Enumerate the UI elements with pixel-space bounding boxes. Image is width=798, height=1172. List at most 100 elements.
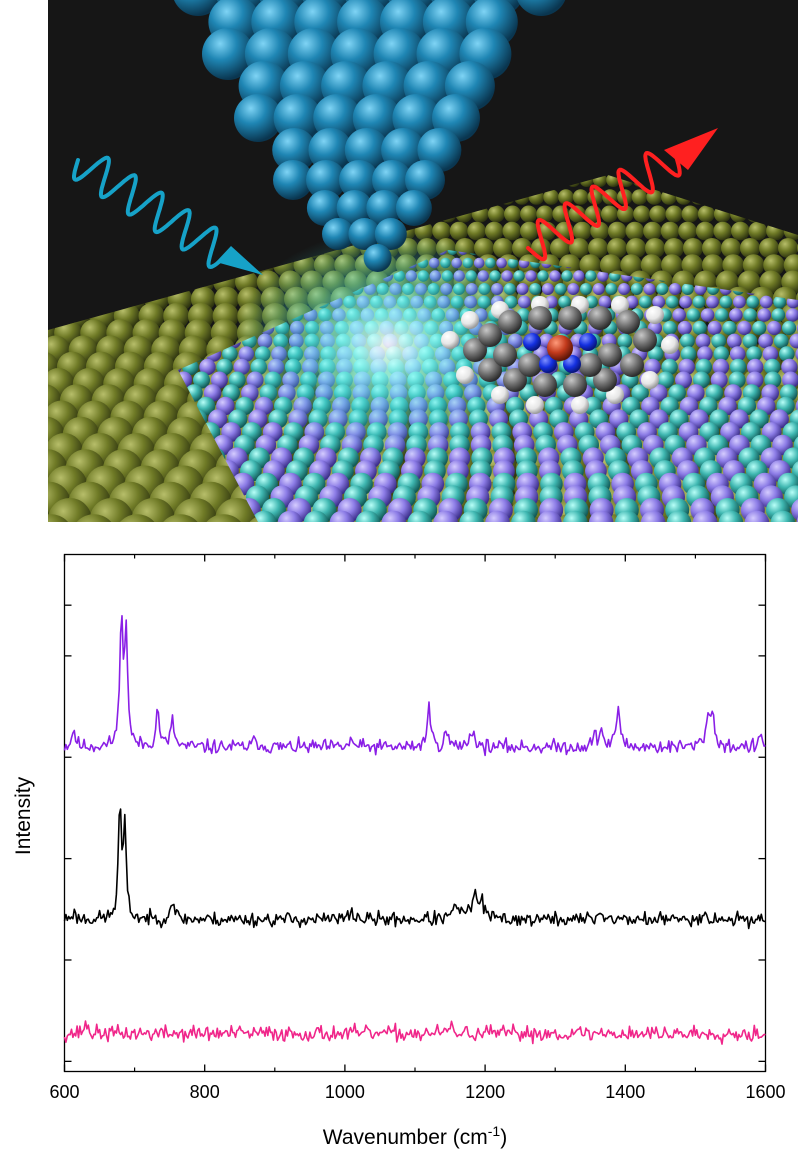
island-atom [675, 371, 692, 389]
island-atom [679, 295, 692, 309]
substrate-atom [713, 221, 732, 241]
substrate-atom [683, 238, 703, 258]
molecule [441, 296, 679, 414]
substrate-atom [572, 189, 589, 205]
island-atom [630, 283, 643, 295]
island-atom [692, 510, 718, 522]
substrate-atom [715, 270, 739, 294]
island-atom [692, 371, 710, 389]
substrate-atom [512, 238, 532, 258]
island-atom [758, 333, 773, 349]
substrate-atom [681, 254, 704, 276]
spectrum-top [63, 615, 766, 757]
island-atom [585, 270, 597, 282]
island-atom [665, 295, 679, 309]
island-atom [638, 295, 652, 309]
island-atom [549, 270, 561, 282]
substrate-atom [131, 498, 176, 522]
island-atom [729, 346, 746, 362]
substrate-atom [449, 221, 469, 241]
tip-atom [174, 0, 222, 16]
tip-atom [273, 160, 313, 200]
island-atom [666, 510, 692, 522]
hydrogen-atom [526, 396, 544, 414]
substrate-atom [568, 205, 586, 223]
island-atom [746, 295, 760, 309]
x-axis-title: Wavenumber (cm-1) [323, 1123, 507, 1149]
carbon-atom [616, 310, 640, 334]
island-atom [573, 270, 585, 282]
substrate-atom [649, 205, 667, 223]
island-atom [680, 346, 697, 362]
substrate-atom [607, 221, 627, 241]
x-tick-label: 1000 [325, 1082, 365, 1102]
island-atom [752, 320, 767, 336]
tip-atom [306, 190, 343, 226]
island-atom [598, 295, 612, 309]
island-atom [561, 270, 573, 282]
x-axis-ticks: 600 800 1000 1200 1400 1600 [49, 554, 786, 1102]
island-atom [782, 320, 797, 336]
island-atom [669, 283, 681, 295]
island-atom [744, 510, 770, 522]
substrate-atom [759, 238, 779, 258]
substrate-atom [664, 238, 684, 258]
island-atom [680, 333, 695, 349]
hydrogen-atom [491, 386, 509, 404]
island-atom [764, 371, 782, 389]
tip-atom [336, 190, 373, 226]
island-atom [791, 460, 798, 482]
substrate-atom [678, 221, 697, 241]
substrate-atom [543, 189, 559, 205]
island-atom [747, 358, 764, 376]
substrate-atom [645, 238, 665, 258]
tip-atom [202, 28, 254, 80]
substrate-atom [588, 238, 608, 258]
tip-atom [306, 160, 346, 200]
island-atom [712, 358, 730, 376]
substrate-atom [569, 238, 589, 258]
island-atom [711, 333, 727, 349]
x-tick-label: 1600 [745, 1082, 785, 1102]
island-atom [525, 270, 537, 282]
substrate-atom [558, 189, 574, 205]
island-atom [652, 295, 666, 309]
island-atom [771, 308, 786, 322]
substrate-atom [731, 221, 750, 241]
y-axis-title: Intensity [12, 776, 35, 855]
substrate-atom [520, 205, 538, 223]
island-atom [251, 510, 277, 522]
island-atom [722, 320, 737, 336]
substrate-atom [681, 205, 699, 223]
island-atom [381, 510, 407, 522]
island-atom [742, 333, 758, 349]
island-atom [707, 320, 722, 336]
tip-atom [272, 128, 317, 172]
island-atom [631, 384, 649, 402]
island-atom [782, 371, 798, 389]
island-atom [743, 308, 757, 322]
island-atom [592, 283, 605, 295]
substrate-atom [640, 254, 663, 276]
carbon-atom [478, 323, 502, 347]
carbon-atom [478, 358, 502, 382]
island-atom [554, 283, 567, 295]
tip-atom [308, 128, 353, 172]
island-atom [485, 510, 510, 522]
island-atom [697, 346, 713, 362]
scattered-light-wave-icon [526, 128, 718, 262]
island-atom [692, 295, 706, 309]
island-atom [605, 283, 618, 295]
nitrogen-atom [579, 333, 597, 351]
substrate-atom [661, 254, 683, 276]
island-atom [672, 308, 686, 322]
carbon-atom [578, 353, 602, 377]
y-axis-ticks [64, 604, 766, 1063]
island-atom [648, 346, 664, 362]
spectrum-middle [63, 808, 766, 930]
tip-atom [374, 218, 407, 250]
raman-spectra-chart: 600 800 1000 1200 1400 1600 Intensity Wavenum… [12, 553, 786, 1149]
carbon-atom [620, 353, 644, 377]
tip-atom [348, 218, 381, 250]
hydrogen-atom [646, 306, 664, 324]
